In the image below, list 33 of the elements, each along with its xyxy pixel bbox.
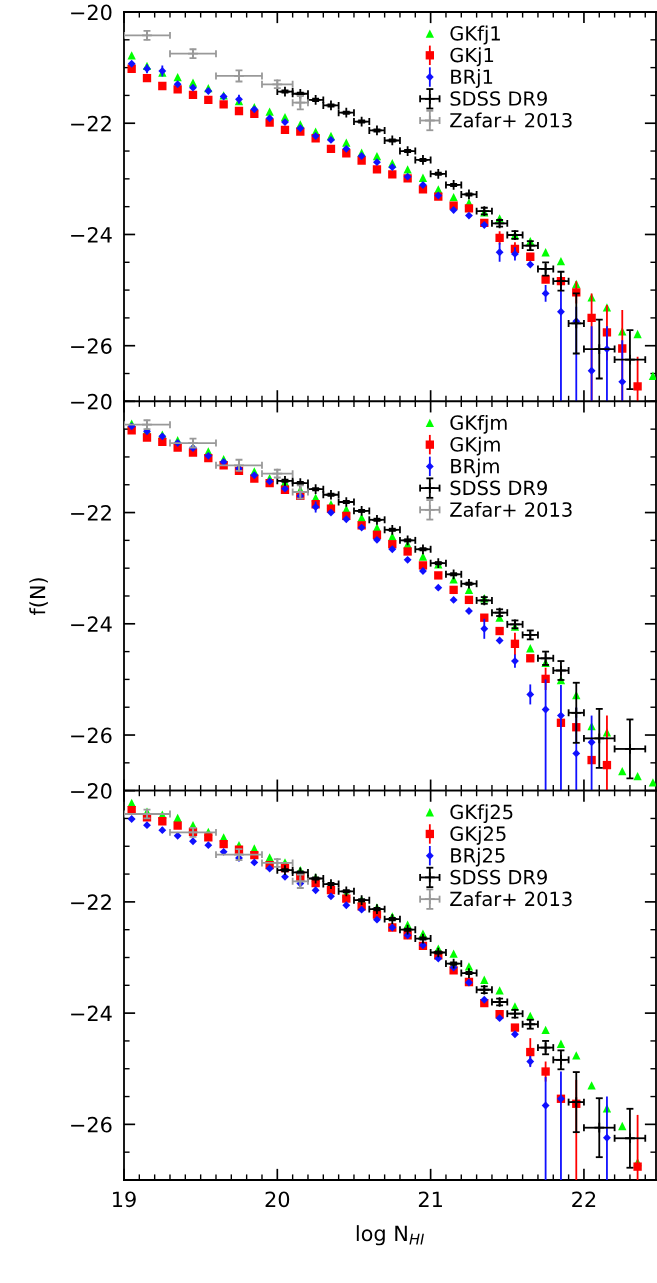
x-tick-label: 22 [572, 1191, 596, 1207]
legend-label: BRjm [451, 458, 499, 478]
legend-label: BRj1 [451, 69, 493, 88]
y-tick-label: −20 [71, 4, 112, 21]
y-tick-label: −24 [71, 616, 112, 632]
y-tick-label: −26 [71, 1116, 112, 1133]
legend-label: GKfj25 [450, 804, 513, 824]
y-tick-label: −26 [71, 338, 112, 354]
y-axis-title: f(N) [29, 578, 48, 616]
y-tick-label: −20 [71, 393, 112, 410]
legend-label: SDSS DR9 [450, 91, 547, 106]
x-tick-label: 21 [418, 1191, 442, 1207]
y-tick-label: −24 [71, 1005, 112, 1022]
legend-label: GKj25 [450, 826, 506, 845]
x-tick-label: 19 [113, 1191, 136, 1208]
x-tick-label: 20 [265, 1191, 290, 1208]
legend-label: SDSS DR9 [450, 480, 547, 496]
legend-label: SDSS DR9 [450, 869, 547, 885]
legend-label: Zafar+ 2013 [450, 501, 572, 517]
legend-label: GKjm [450, 436, 500, 456]
y-tick-label: −22 [71, 505, 111, 521]
legend-label: GKj1 [450, 47, 494, 67]
y-tick-label: −22 [71, 115, 111, 132]
legend-label: GKfj1 [450, 25, 500, 45]
legend-label: Zafar+ 2013 [450, 112, 572, 128]
x-axis-title: log N$_{HI}$ [356, 1225, 424, 1246]
y-tick-label: −22 [71, 894, 111, 910]
y-tick-label: −24 [71, 226, 112, 243]
y-tick-label: −26 [71, 727, 112, 744]
legend-label: BRj25 [451, 847, 505, 867]
y-tick-label: −20 [71, 783, 112, 799]
legend-label: GKfjm [450, 414, 507, 434]
legend-label: Zafar+ 2013 [450, 891, 572, 907]
